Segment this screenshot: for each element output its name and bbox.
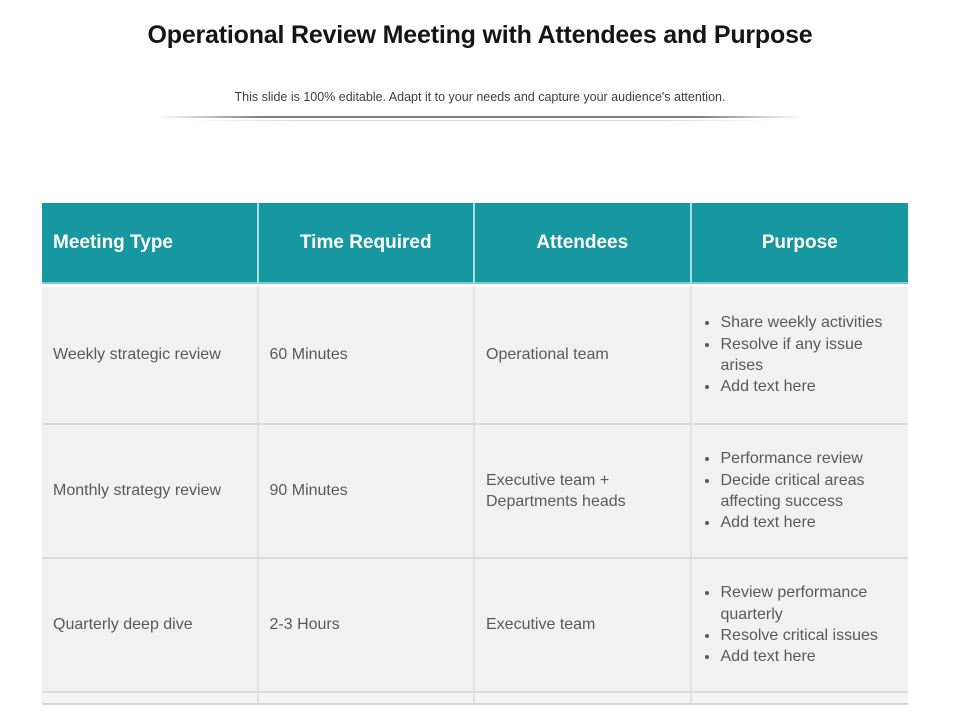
meeting-table: Meeting Type Time Required Attendees Pur… — [42, 203, 908, 705]
purpose-item: Review performance quarterly — [720, 582, 905, 625]
column-header-meeting-type: Meeting Type — [42, 203, 259, 284]
purpose-item: Decide critical areas affecting success — [720, 470, 905, 513]
purpose-cell: Review performance quarterly Resolve cri… — [691, 557, 908, 691]
purpose-item: Resolve if any issue arises — [720, 334, 905, 377]
slide-subtitle: This slide is 100% editable. Adapt it to… — [234, 90, 726, 104]
attendees-cell: Operational team — [475, 284, 692, 423]
table-row: Quarterly deep dive 2-3 Hours Executive … — [42, 557, 908, 691]
time-required-cell: 2-3 Hours — [258, 557, 475, 691]
attendees-cell: Executive team + Departments heads — [475, 423, 692, 557]
meeting-type-cell: Quarterly deep dive — [42, 557, 259, 691]
table-header-row: Meeting Type Time Required Attendees Pur… — [42, 203, 908, 284]
divider-line — [158, 116, 802, 118]
table-row: Weekly strategic review 60 Minutes Opera… — [42, 284, 908, 423]
meeting-type-cell: Weekly strategic review — [42, 284, 259, 423]
purpose-item: Add text here — [720, 646, 905, 667]
slide-title: Operational Review Meeting with Attendee… — [147, 21, 813, 49]
purpose-item: Add text here — [720, 376, 905, 397]
purpose-item: Performance review — [720, 448, 905, 469]
purpose-list: Performance review Decide critical areas… — [692, 448, 905, 533]
purpose-item: Add text here — [720, 512, 905, 533]
table-row: Monthly strategy review 90 Minutes Execu… — [42, 423, 908, 557]
column-header-purpose: Purpose — [691, 203, 908, 284]
column-header-attendees: Attendees — [475, 203, 692, 284]
time-required-cell: 60 Minutes — [258, 284, 475, 423]
purpose-cell: Share weekly activities Resolve if any i… — [691, 284, 908, 423]
time-required-cell: 90 Minutes — [258, 423, 475, 557]
attendees-cell: Executive team — [475, 557, 692, 691]
purpose-cell: Performance review Decide critical areas… — [691, 423, 908, 557]
table-footer-strip — [42, 691, 908, 705]
purpose-item: Share weekly activities — [720, 312, 905, 333]
column-header-time-required: Time Required — [258, 203, 475, 284]
meeting-type-cell: Monthly strategy review — [42, 423, 259, 557]
purpose-list: Review performance quarterly Resolve cri… — [692, 582, 905, 667]
divider-shadow-line — [190, 120, 770, 121]
purpose-list: Share weekly activities Resolve if any i… — [692, 312, 905, 397]
purpose-item: Resolve critical issues — [720, 625, 905, 646]
